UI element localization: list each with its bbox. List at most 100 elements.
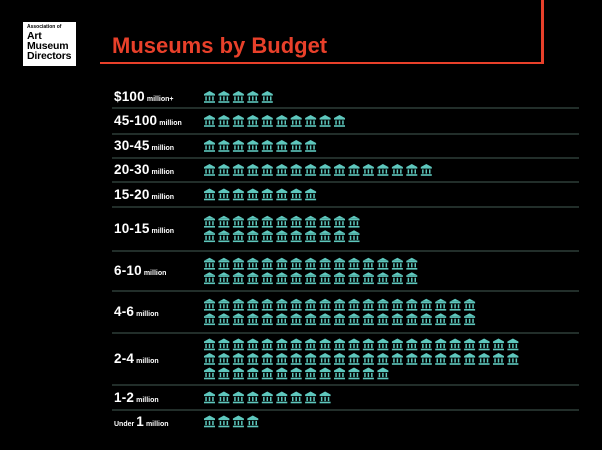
museum-icon [319,164,331,176]
museum-icon [290,367,302,380]
museum-icon [247,115,259,127]
museum-icon [391,164,403,176]
museum-icon [348,230,360,243]
museum-icon [319,298,331,311]
museum-icon [464,298,476,311]
museum-icon [449,353,461,365]
museum-icon [391,313,403,326]
museum-icon [204,215,215,228]
museum-icon [290,391,302,404]
museum-icon [290,188,302,201]
museum-icon [247,230,259,243]
museum-icon [377,257,389,270]
museum-icon [319,272,331,285]
museum-icon [435,353,447,365]
museum-icon [218,415,230,428]
museum-icon [204,188,215,201]
museum-icon [290,215,302,228]
museum-icon [261,272,273,285]
museum-icon [232,391,244,404]
museum-icon [420,338,432,351]
museum-icon [464,353,476,365]
museum-icon [261,338,273,351]
museum-icon [247,313,259,326]
museum-icon [348,215,360,228]
museum-icon [348,367,360,380]
museum-icon [420,164,432,176]
museum-icon [464,313,476,326]
museum-icon [232,415,244,428]
museum-icon [247,338,259,351]
museum-icon [276,353,288,365]
museum-icon [406,313,418,326]
museum-icon [290,164,302,176]
museum-icon [362,164,374,176]
museum-icon [247,367,259,380]
museum-icon [204,257,215,270]
museum-icon [247,298,259,311]
museum-icon [218,391,230,404]
museum-icon [305,338,317,351]
museum-icon [305,164,317,176]
accent-rule-vertical [541,0,544,64]
museum-icon [406,353,418,365]
museum-icon [420,298,432,311]
museum-icon [319,391,331,404]
museum-icon [232,140,244,152]
museum-icon [362,313,374,326]
museum-icon [232,164,244,176]
museum-icon [204,313,215,326]
museum-icon [261,313,273,326]
museum-icon [247,415,259,428]
category-label: 4-6 million [114,303,159,321]
museum-icon [334,313,345,326]
category-label: 1-2 million [114,389,159,407]
category-number: 1-2 [114,389,135,405]
category-prefix: Under [114,420,135,428]
museum-icon [290,353,302,365]
museum-icon [305,391,317,404]
category-unit: million [143,270,167,277]
museum-icon [232,272,244,285]
museum-icon [348,298,360,311]
museum-icon [204,140,215,152]
category-label: 45-100 million [114,112,182,130]
museum-icon [218,298,230,311]
museum-icon [362,338,374,351]
museum-icon [261,353,273,365]
museum-icon [261,91,273,103]
museum-icon [319,313,331,326]
museum-icon [305,188,317,201]
museum-icon [232,115,244,127]
museum-icon [218,353,230,365]
museum-icon [261,367,273,380]
museum-icon [261,391,273,404]
museum-icon [276,164,288,176]
museum-icon [319,338,331,351]
museum-icon [232,298,244,311]
museum-icon [305,313,317,326]
category-unit: million [151,228,175,235]
category-unit: million [159,120,182,127]
category-number: 2-4 [114,351,135,366]
museum-icon [319,215,331,228]
museum-icon [247,215,259,228]
museum-icon [377,353,389,365]
museum-icon [276,140,288,152]
category-number: $100 [114,89,145,104]
museum-icon [362,272,374,285]
museum-icon [276,188,288,201]
museum-icon [290,230,302,243]
museum-icon [218,115,230,127]
category-unit: million [151,169,175,176]
category-unit: million+ [146,96,174,103]
museum-icon [204,230,215,243]
museum-icon [305,298,317,311]
museum-icon [377,272,389,285]
museum-icon [334,272,345,285]
category-number: 10-15 [114,221,150,236]
museum-icon [232,188,244,201]
museum-icon [261,298,273,311]
museum-icon [334,353,345,365]
museum-icon [261,164,273,176]
